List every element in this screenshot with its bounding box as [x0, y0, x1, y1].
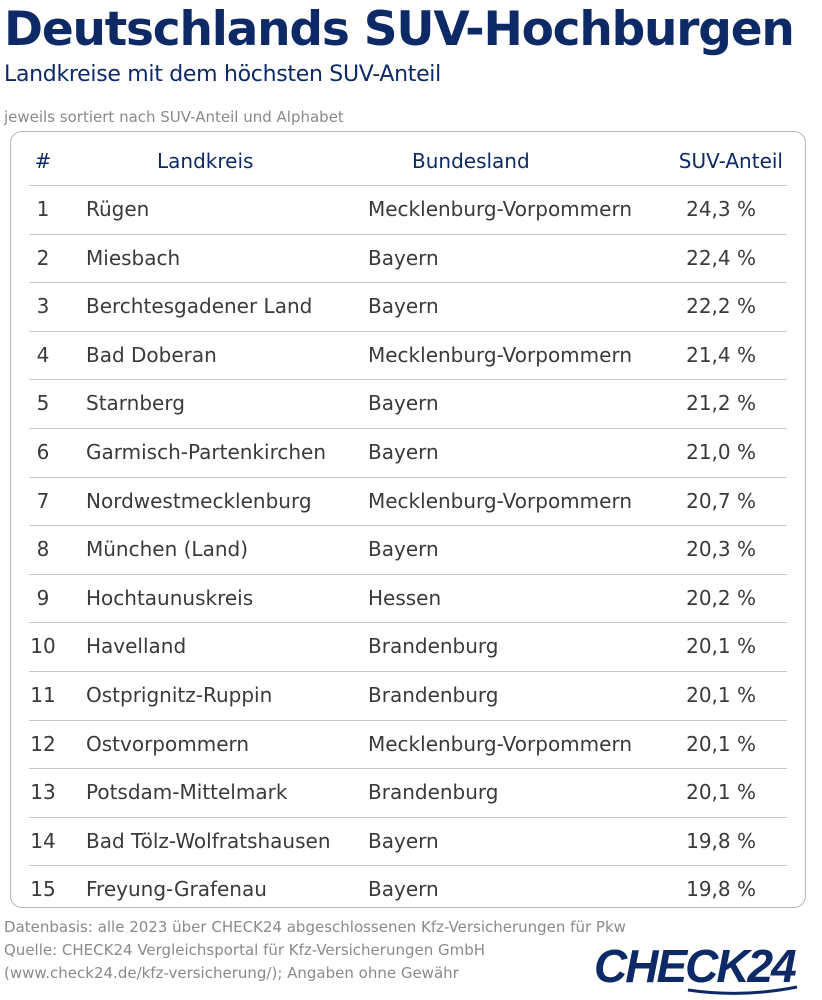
- row-suv-anteil: 20,2 %: [686, 585, 756, 610]
- table-header: # Landkreis Bundesland SUV-Anteil: [11, 137, 805, 185]
- row-landkreis: Bad Tölz-Wolfratshausen: [86, 828, 331, 853]
- row-rank: 11: [30, 683, 56, 707]
- header-landkreis: Landkreis: [157, 149, 254, 173]
- row-landkreis: Berchtesgadener Land: [86, 294, 313, 319]
- row-bundesland: Mecklenburg-Vorpommern: [368, 488, 632, 513]
- row-suv-anteil: 21,4 %: [686, 342, 756, 367]
- table-row: 8 München (Land) Bayern 20,3 %: [11, 525, 805, 573]
- header-bundesland: Bundesland: [412, 149, 530, 173]
- row-landkreis: München (Land): [86, 537, 248, 562]
- row-bundesland: Bayern: [368, 877, 439, 902]
- row-suv-anteil: 21,2 %: [686, 391, 756, 416]
- table-row: 11 Ostprignitz-Ruppin Brandenburg 20,1 %: [11, 671, 805, 719]
- row-bundesland: Bayern: [368, 440, 439, 464]
- row-bundesland: Bayern: [368, 537, 439, 562]
- page-title: Deutschlands SUV-Hochburgen: [4, 2, 795, 57]
- row-bundesland: Mecklenburg-Vorpommern: [368, 197, 632, 221]
- logo-swoosh: [687, 985, 798, 995]
- footer-source-line: Quelle: CHECK24 Vergleichsportal für Kfz…: [4, 941, 486, 959]
- row-bundesland: Bayern: [368, 245, 439, 270]
- ranking-table: # Landkreis Bundesland SUV-Anteil 1 Rügen…: [10, 131, 806, 908]
- row-suv-anteil: 22,4 %: [686, 245, 756, 270]
- row-suv-anteil: 19,8 %: [686, 828, 756, 853]
- row-bundesland: Brandenburg: [368, 780, 499, 805]
- row-rank: 9: [36, 585, 50, 610]
- row-bundesland: Brandenburg: [368, 683, 499, 707]
- row-landkreis: Garmisch-Partenkirchen: [86, 440, 327, 464]
- row-suv-anteil: 24,3 %: [686, 197, 756, 221]
- footer-data-basis: Datenbasis: alle 2023 über CHECK24 abges…: [4, 918, 626, 936]
- row-suv-anteil: 20,1 %: [686, 780, 756, 805]
- row-landkreis: Ostvorpommern: [86, 731, 250, 756]
- row-landkreis: Nordwestmecklenburg: [86, 488, 312, 513]
- row-rank: 3: [36, 294, 50, 319]
- row-landkreis: Starnberg: [86, 391, 185, 416]
- row-suv-anteil: 22,2 %: [686, 294, 756, 319]
- row-bundesland: Bayern: [368, 828, 439, 853]
- row-bundesland: Bayern: [368, 294, 439, 319]
- row-suv-anteil: 19,8 %: [686, 877, 756, 902]
- row-bundesland: Mecklenburg-Vorpommern: [368, 342, 632, 367]
- row-bundesland: Hessen: [368, 585, 442, 610]
- table-row: 13 Potsdam-Mittelmark Brandenburg 20,1 %: [11, 768, 805, 816]
- table-row: 4 Bad Doberan Mecklenburg-Vorpommern 21,4 %: [11, 330, 805, 379]
- row-rank: 13: [30, 780, 56, 805]
- row-bundesland: Mecklenburg-Vorpommern: [368, 731, 632, 756]
- header-suv-anteil: SUV-Anteil: [678, 149, 783, 173]
- row-rank: 15: [30, 877, 56, 902]
- row-rank: 10: [30, 634, 56, 659]
- header-rank: #: [34, 149, 52, 173]
- row-landkreis: Potsdam-Mittelmark: [86, 780, 288, 805]
- row-rank: 14: [30, 828, 56, 853]
- row-suv-anteil: 20,1 %: [686, 731, 756, 756]
- footer-source: Datenbasis: alle 2023 über CHECK24 abges…: [4, 916, 626, 985]
- row-rank: 2: [36, 245, 50, 270]
- row-rank: 4: [36, 342, 50, 367]
- row-bundesland: Brandenburg: [368, 634, 499, 659]
- row-rank: 6: [36, 440, 50, 464]
- row-rank: 1: [36, 197, 50, 221]
- table-row: 5 Starnberg Bayern 21,2 %: [11, 379, 805, 427]
- row-landkreis: Miesbach: [86, 245, 181, 270]
- row-suv-anteil: 20,3 %: [686, 537, 756, 562]
- logo-text: CHECK24: [594, 940, 796, 992]
- row-suv-anteil: 20,7 %: [686, 488, 756, 513]
- row-landkreis: Bad Doberan: [86, 342, 217, 367]
- row-landkreis: Havelland: [86, 634, 187, 659]
- table-row: 3 Berchtesgadener Land Bayern 22,2 %: [11, 282, 805, 330]
- row-suv-anteil: 20,1 %: [686, 683, 756, 707]
- table-row: 1 Rügen Mecklenburg-Vorpommern 24,3 %: [11, 185, 805, 233]
- row-suv-anteil: 21,0 %: [686, 440, 756, 464]
- row-bundesland: Bayern: [368, 391, 439, 416]
- table-row: 7 Nordwestmecklenburg Mecklenburg-Vorpomme…: [11, 476, 805, 525]
- table-row: 6 Garmisch-Partenkirchen Bayern 21,0 %: [11, 428, 805, 476]
- row-landkreis: Hochtaunuskreis: [86, 585, 254, 610]
- table-row: 14 Bad Tölz-Wolfratshausen Bayern 19,8 %: [11, 816, 805, 865]
- row-landkreis: Rügen: [86, 197, 150, 221]
- row-rank: 8: [36, 537, 50, 562]
- row-suv-anteil: 20,1 %: [686, 634, 756, 659]
- page-subtitle: Landkreise mit dem höchsten SUV-Anteil: [4, 62, 441, 87]
- table-row: 10 Havelland Brandenburg 20,1 %: [11, 622, 805, 670]
- table-row: 9 Hochtaunuskreis Hessen 20,2 %: [11, 573, 805, 622]
- table-row: 2 Miesbach Bayern 22,4 %: [11, 233, 805, 282]
- row-rank: 5: [36, 391, 50, 416]
- table-row: 12 Ostvorpommern Mecklenburg-Vorpommern 20,…: [11, 719, 805, 768]
- row-rank: 12: [30, 731, 56, 756]
- row-landkreis: Ostprignitz-Ruppin: [86, 683, 273, 707]
- row-landkreis: Freyung-Grafenau: [86, 877, 267, 902]
- footer-disclaimer: (www.check24.de/kfz-versicherung/); Anga…: [4, 964, 459, 982]
- check24-logo: CHECK24: [594, 940, 798, 995]
- sort-note: jeweils sortiert nach SUV-Anteil und Alp…: [4, 108, 344, 126]
- row-rank: 7: [36, 488, 50, 513]
- table-row: 15 Freyung-Grafenau Bayern 19,8 %: [11, 865, 805, 913]
